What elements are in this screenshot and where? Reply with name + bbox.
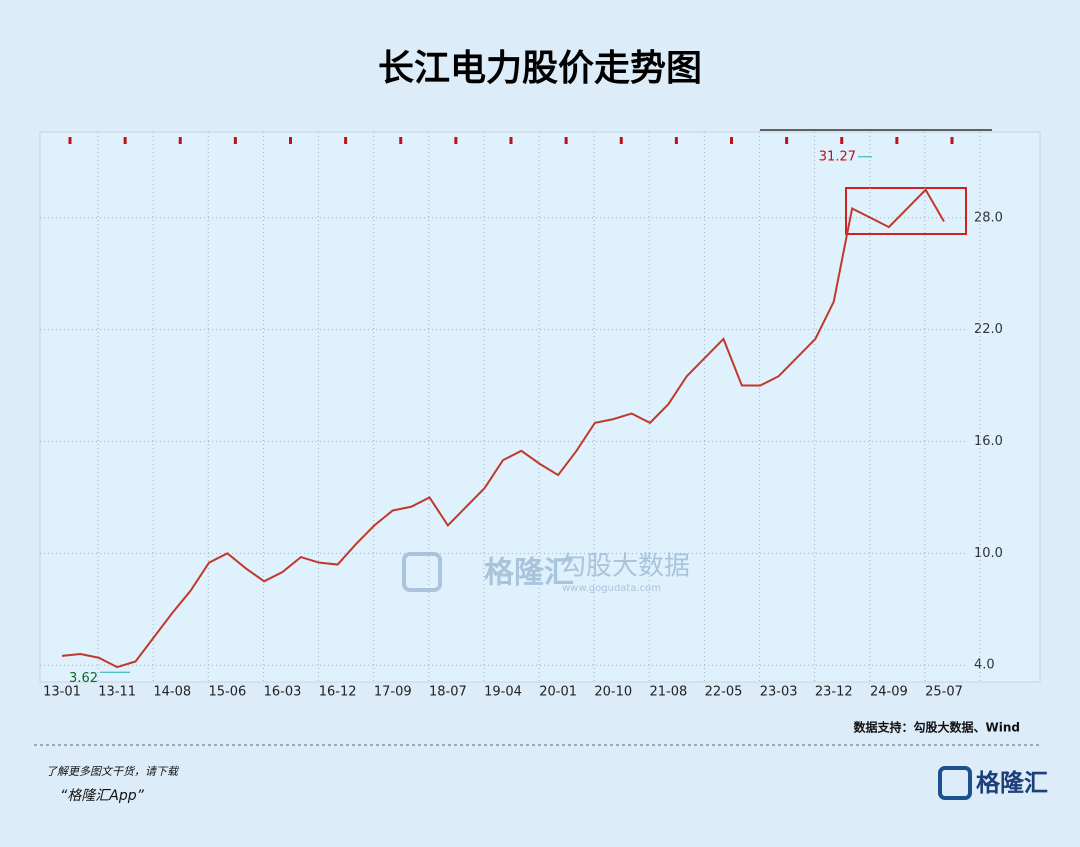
footer-logo-icon: [938, 766, 972, 800]
footer-line1: 了解更多图文干货，请下载: [46, 765, 180, 778]
source: 数据支持：勾股大数据、Wind: [854, 720, 1020, 735]
y-tick-label: 10.0: [974, 546, 1003, 561]
x-tick-label: 15-06: [208, 685, 246, 700]
x-tick-label: 18-07: [429, 685, 467, 700]
x-tick-label: 20-10: [594, 685, 632, 700]
x-tick-label: 13-11: [98, 685, 136, 700]
price-line: [61, 188, 945, 669]
watermark-url: www.gogudata.com: [562, 583, 661, 594]
x-tick-label: 24-09: [870, 685, 908, 700]
x-tick-label: 16-12: [319, 685, 357, 700]
chart-title: 长江电力股价走势图: [378, 48, 702, 89]
y-tick-label: 4.0: [974, 658, 995, 673]
y-tick-label: 28.0: [974, 210, 1003, 225]
x-tick-label: 23-03: [760, 685, 798, 700]
x-tick-label: 17-09: [374, 685, 412, 700]
x-tick-label: 25-07: [925, 685, 963, 700]
y-tick-label: 22.0: [974, 322, 1003, 337]
x-tick-label: 20-01: [539, 685, 577, 700]
x-tick-label: 16-03: [264, 685, 302, 700]
watermark-brand: 格隆汇: [484, 556, 574, 591]
watermark-data: 勾股大数据: [560, 552, 690, 582]
x-tick-label: 21-08: [649, 685, 687, 700]
x-tick-label: 13-01: [43, 685, 81, 700]
high-label: 31.27: [819, 149, 856, 164]
x-tick-label: 22-05: [705, 685, 743, 700]
y-tick-label: 16.0: [974, 434, 1003, 449]
watermark-logo: [402, 552, 442, 592]
footer-line2: “格隆汇App”: [60, 788, 145, 804]
plot-area: [39, 131, 1041, 683]
x-tick-label: 19-04: [484, 685, 522, 700]
x-tick-label: 23-12: [815, 685, 853, 700]
low-label: 3.62: [69, 671, 98, 686]
x-tick-label: 14-08: [153, 685, 191, 700]
footer-logo: 格隆汇: [976, 769, 1048, 797]
highlight-box: [845, 187, 967, 235]
